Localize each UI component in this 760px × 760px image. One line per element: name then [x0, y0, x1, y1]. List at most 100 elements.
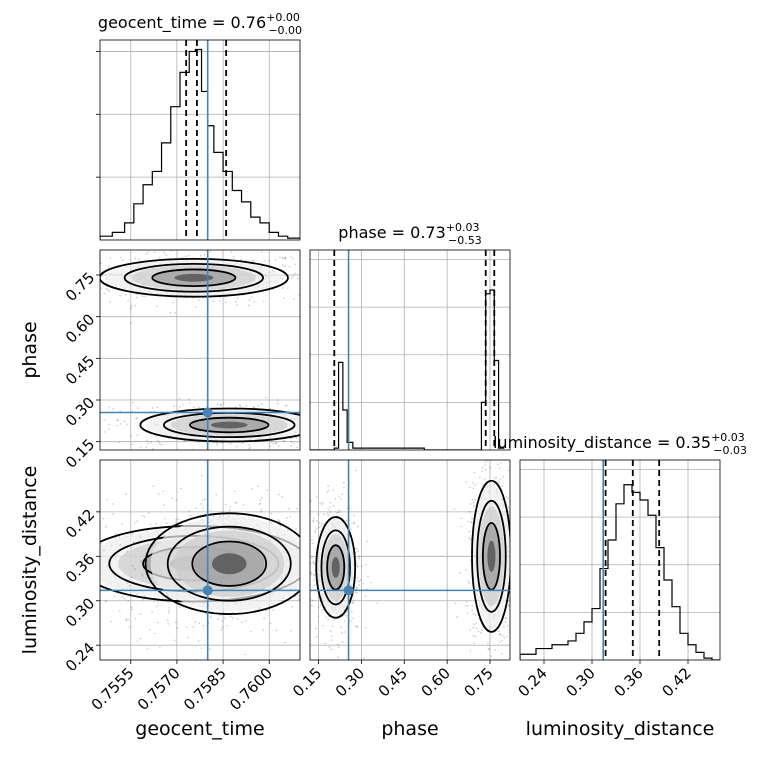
sample-point: [504, 457, 506, 459]
sample-point: [212, 299, 215, 302]
sample-point: [497, 630, 500, 633]
sample-point: [251, 259, 254, 262]
sample-point: [87, 260, 89, 262]
sample-point: [103, 292, 106, 295]
sample-point: [257, 404, 260, 407]
sample-point: [152, 485, 154, 488]
truth-marker: [202, 585, 213, 596]
contour-line: [144, 512, 300, 615]
contour-line: [191, 540, 268, 587]
sample-point: [353, 415, 355, 417]
sample-point: [269, 445, 272, 448]
sample-point: [223, 402, 225, 405]
sample-point: [284, 256, 287, 259]
sample-point: [295, 446, 298, 449]
sample-point: [354, 591, 356, 594]
sample-point: [229, 245, 231, 247]
sample-point: [126, 423, 129, 426]
sample-point: [244, 620, 247, 622]
sample-point: [65, 278, 67, 280]
axis-label-x: phase: [381, 718, 438, 740]
sample-point: [303, 422, 305, 424]
sample-point: [458, 571, 461, 574]
sample-point: [305, 566, 307, 568]
sample-point: [356, 591, 359, 594]
sample-point: [240, 258, 242, 261]
sample-point: [123, 598, 126, 600]
sample-point: [162, 490, 165, 493]
sample-point: [103, 419, 106, 421]
sample-point: [468, 486, 471, 489]
sample-point: [232, 256, 235, 259]
sample-point: [290, 440, 293, 443]
sample-point: [180, 487, 182, 490]
sample-point: [290, 256, 293, 258]
sample-point: [268, 259, 271, 262]
sample-point: [83, 545, 85, 547]
sample-point: [355, 624, 358, 627]
sample-point: [330, 311, 332, 313]
sample-point: [119, 409, 122, 412]
sample-point: [147, 512, 150, 514]
sample-point: [327, 424, 329, 426]
sample-point: [9, 565, 11, 567]
sample-point: [133, 531, 135, 533]
sample-point: [481, 466, 484, 469]
sample-point: [67, 260, 69, 262]
sample-point: [319, 525, 322, 528]
sample-point: [312, 562, 315, 564]
sample-point: [276, 402, 279, 405]
sample-point: [60, 288, 62, 290]
sample-point: [362, 582, 365, 585]
sample-point: [320, 403, 322, 405]
sample-point: [139, 637, 142, 640]
sample-point: [65, 564, 67, 566]
panel-2: [309, 249, 511, 451]
sample-point: [265, 396, 268, 399]
sample-point: [304, 576, 306, 578]
tick-label-x: 0.30: [332, 664, 368, 700]
sample-point: [286, 287, 289, 290]
sample-point: [92, 553, 94, 555]
sample-point: [486, 642, 489, 645]
sample-point: [175, 518, 177, 521]
sample-point: [356, 550, 359, 552]
sample-point: [172, 301, 174, 304]
sample-point: [474, 614, 477, 616]
sample-point: [472, 444, 474, 446]
sample-point: [316, 519, 318, 522]
sample-point: [187, 398, 190, 401]
sample-point: [329, 506, 331, 508]
sample-point: [329, 501, 332, 504]
sample-point: [355, 586, 358, 589]
sample-point: [118, 536, 121, 538]
sample-point: [290, 276, 293, 279]
sample-point: [488, 648, 491, 651]
sample-point: [121, 523, 124, 525]
sample-point: [92, 304, 94, 306]
sample-point: [233, 490, 236, 493]
tick-label-x: 0.30: [562, 664, 598, 700]
sample-point: [81, 582, 83, 584]
sample-point: [269, 407, 272, 410]
sample-point: [181, 403, 184, 406]
sample-point: [352, 617, 355, 620]
sample-point: [313, 584, 316, 586]
sample-point: [143, 595, 146, 598]
sample-point: [241, 442, 244, 444]
sample-point: [477, 441, 479, 443]
panel-1-plot: [60, 245, 355, 450]
sample-point: [145, 253, 148, 255]
sample-point: [465, 568, 468, 571]
sample-point: [15, 569, 17, 571]
sample-point: [173, 639, 176, 642]
axis-label-x: luminosity_distance: [526, 718, 715, 740]
sample-point: [74, 503, 76, 505]
sample-point: [199, 254, 202, 257]
sample-point: [221, 626, 224, 628]
sample-point: [350, 610, 353, 613]
sample-point: [315, 635, 318, 638]
sample-point: [178, 397, 181, 400]
sample-point: [147, 442, 149, 445]
sample-point: [318, 522, 321, 524]
